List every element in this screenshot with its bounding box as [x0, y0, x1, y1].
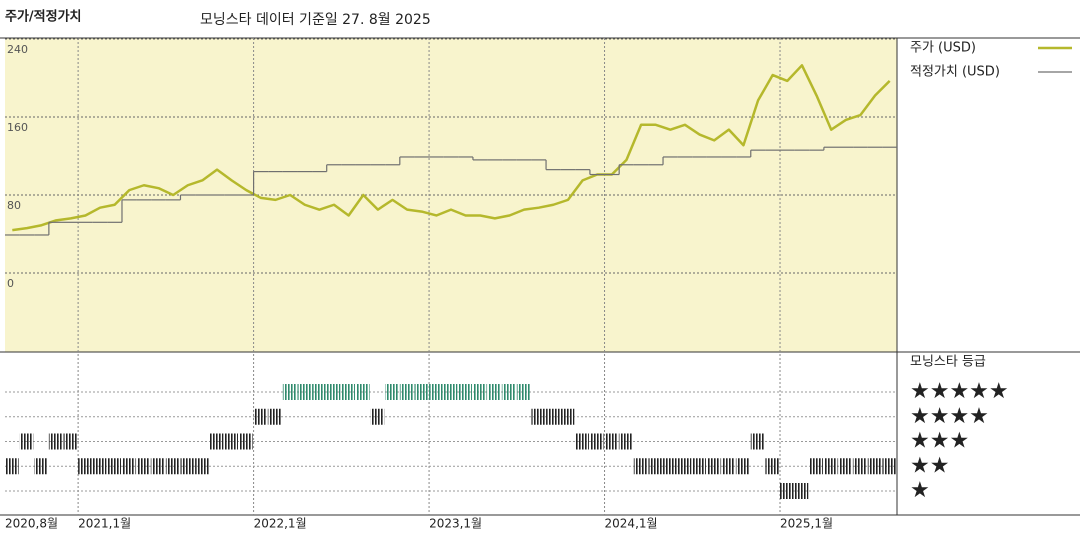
rating-bar — [619, 433, 633, 450]
rating-bar — [121, 458, 136, 475]
legend-label: 주가 (USD) — [910, 41, 976, 56]
rating-bar — [809, 458, 823, 475]
rating-bar — [546, 408, 560, 425]
rating-bar — [151, 458, 165, 475]
rating-bar — [195, 458, 209, 475]
rating-bar — [472, 384, 487, 400]
rating-title: 모닝스타 등급 — [910, 355, 986, 370]
rating-bar — [502, 384, 516, 400]
rating-bar — [677, 458, 692, 475]
rating-bar — [92, 458, 107, 475]
rating-bar — [838, 458, 853, 475]
rating-bar — [750, 433, 765, 450]
rating-level-label: ★ — [910, 478, 930, 503]
legend-label: 적정가치 (USD) — [910, 65, 1000, 80]
rating-bar — [780, 483, 794, 499]
chart-title: 주가/적정가치 — [5, 9, 82, 25]
y-tick-label: 80 — [7, 199, 21, 212]
x-tick-label: 2025,1월 — [780, 517, 833, 531]
rating-bar — [589, 433, 604, 450]
rating-bar — [429, 384, 443, 400]
rating-bar — [443, 384, 458, 400]
chart-subtitle: 모닝스타 데이터 기준일 27. 8월 2025 — [200, 12, 431, 28]
rating-bar — [297, 384, 312, 400]
x-tick-label: 2020,8월 — [5, 517, 58, 531]
rating-bar — [224, 433, 238, 450]
rating-bar — [63, 433, 78, 450]
rating-bar — [385, 384, 399, 400]
rating-bar — [341, 384, 355, 400]
y-tick-label: 0 — [7, 277, 14, 290]
rating-bar — [531, 408, 546, 425]
rating-bar — [575, 433, 589, 450]
rating-bar — [370, 408, 385, 425]
rating-bar — [78, 458, 92, 475]
rating-bar — [34, 458, 48, 475]
rating-bar — [692, 458, 706, 475]
rating-bar — [282, 384, 297, 400]
x-tick-label: 2023,1월 — [429, 517, 482, 531]
rating-bar — [355, 384, 370, 400]
rating-bar — [736, 458, 750, 475]
rating-bar — [458, 384, 472, 400]
rating-bar — [107, 458, 121, 475]
x-tick-label: 2021,1월 — [78, 517, 131, 531]
rating-bar — [867, 458, 882, 475]
rating-bar — [853, 458, 867, 475]
rating-bar — [882, 458, 896, 475]
rating-bar — [663, 458, 677, 475]
rating-bar — [209, 433, 224, 450]
rating-bar — [136, 458, 151, 475]
y-tick-label: 160 — [7, 121, 28, 134]
rating-bar — [312, 384, 326, 400]
rating-bar — [326, 384, 341, 400]
rating-bar — [765, 458, 780, 475]
rating-bar — [48, 433, 63, 450]
rating-bar — [253, 408, 268, 425]
rating-bar — [823, 458, 838, 475]
rating-bar — [180, 458, 195, 475]
rating-bar — [721, 458, 736, 475]
rating-bar — [487, 384, 502, 400]
x-tick-label: 2024,1월 — [605, 517, 658, 531]
rating-bar — [5, 458, 19, 475]
rating-level-label: ★★ — [910, 453, 949, 478]
rating-bar — [794, 483, 809, 499]
rating-bar — [399, 384, 414, 400]
rating-bar — [268, 408, 282, 425]
rating-bar — [560, 408, 575, 425]
y-tick-label: 240 — [7, 43, 28, 56]
rating-bar — [19, 433, 34, 450]
rating-bar — [633, 458, 648, 475]
rating-bar — [165, 458, 180, 475]
rating-bar — [604, 433, 619, 450]
rating-level-label: ★★★ — [910, 429, 969, 454]
rating-bar — [414, 384, 429, 400]
rating-bar — [648, 458, 663, 475]
rating-bar — [238, 433, 253, 450]
rating-level-label: ★★★★ — [910, 404, 989, 429]
price-line — [12, 64, 891, 232]
rating-bar — [706, 458, 721, 475]
rating-bar — [516, 384, 531, 400]
rating-level-label: ★★★★★ — [910, 379, 1009, 404]
x-tick-label: 2022,1월 — [254, 517, 307, 531]
